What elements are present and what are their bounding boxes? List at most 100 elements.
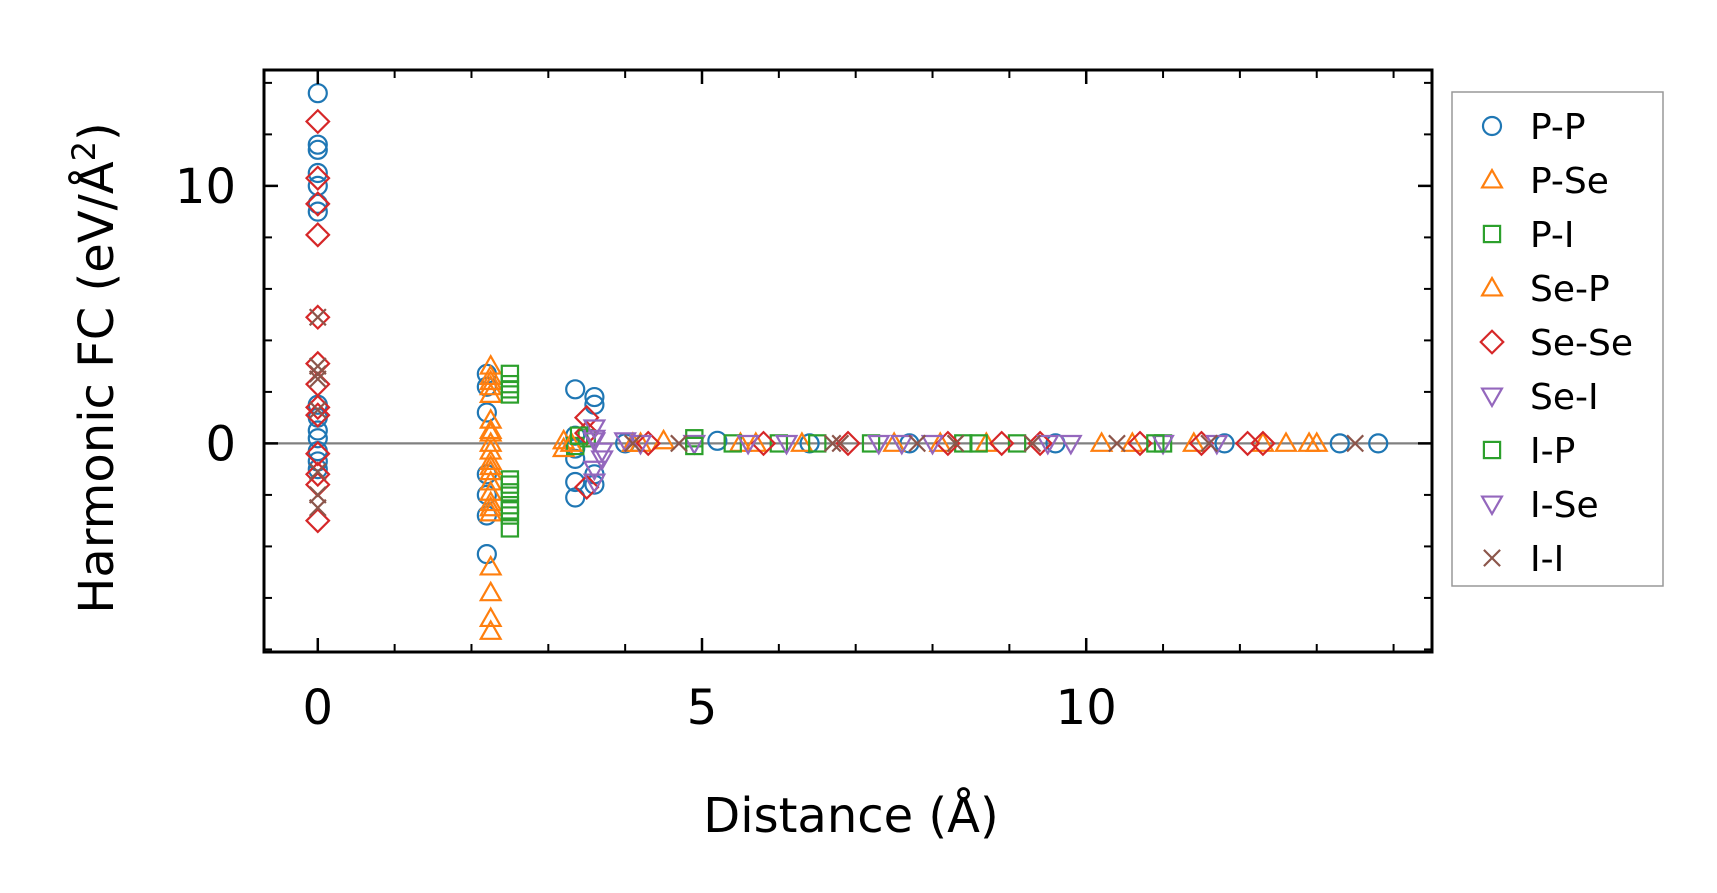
data-point-se-p-7 xyxy=(928,431,953,452)
data-point-i-i-14-stroke-b xyxy=(1023,434,1042,453)
axes-frame xyxy=(262,68,1434,654)
data-point-se-p-3 xyxy=(478,495,503,517)
data-point-se-se-25 xyxy=(1250,430,1276,457)
plot-area xyxy=(264,83,1432,640)
data-point-se-se-16 xyxy=(635,430,662,457)
data-point-i-se-1 xyxy=(590,450,614,471)
data-point-i-i-8-stroke-b xyxy=(623,434,642,453)
data-point-se-i-6 xyxy=(682,434,707,456)
data-point-se-i-7 xyxy=(774,434,799,456)
data-point-p-se-24 xyxy=(882,431,906,452)
data-point-i-i-5 xyxy=(308,462,327,481)
data-point-p-p-16 xyxy=(476,402,497,423)
data-point-p-p-38 xyxy=(1368,433,1389,454)
data-point-p-se-17 xyxy=(478,619,503,640)
data-point-i-i-15-stroke-b xyxy=(1108,434,1126,453)
data-point-se-i-9 xyxy=(920,434,945,456)
data-point-p-se-8 xyxy=(478,449,503,470)
data-point-se-se-9 xyxy=(304,440,331,467)
data-point-p-p-6 xyxy=(307,201,328,222)
legend-marker-p-p xyxy=(1481,115,1503,137)
data-point-p-se-29 xyxy=(1274,431,1298,452)
data-point-p-p-1 xyxy=(307,134,328,155)
data-point-p-p-3 xyxy=(307,162,328,184)
data-point-p-se-27 xyxy=(1181,431,1206,452)
data-point-i-i-11 xyxy=(831,434,850,453)
data-point-i-i-1 xyxy=(308,357,327,376)
data-point-i-i-1-stroke-b xyxy=(308,357,327,376)
data-point-se-se-21 xyxy=(1027,430,1053,457)
data-point-i-p-5 xyxy=(808,434,827,453)
data-point-se-i-1 xyxy=(582,429,607,451)
legend-label-i-p: I-P xyxy=(1530,431,1575,472)
legend-marker-se-i xyxy=(1480,387,1504,409)
data-point-p-p-22 xyxy=(584,386,605,408)
data-point-i-i-0 xyxy=(308,308,327,327)
data-point-i-i-10-stroke-b xyxy=(823,434,842,453)
data-point-se-i-8 xyxy=(866,434,891,456)
data-point-p-se-21 xyxy=(651,428,676,450)
data-point-i-p-7 xyxy=(1146,434,1165,453)
data-point-se-se-3 xyxy=(304,222,331,248)
data-point-p-p-13 xyxy=(307,459,328,480)
legend-label-i-i: I-I xyxy=(1530,539,1564,580)
data-point-i-i-16-stroke-b xyxy=(1200,434,1219,453)
data-point-se-p-6 xyxy=(743,431,768,452)
data-point-p-p-37 xyxy=(1329,433,1350,454)
data-point-i-p-6 xyxy=(969,434,988,453)
legend-label-i-se: I-Se xyxy=(1530,485,1599,526)
legend-marker-p-i xyxy=(1482,224,1502,244)
x-tick-label-0: 0 xyxy=(303,680,334,736)
data-point-se-p-9 xyxy=(1297,431,1321,452)
legend-marker-i-i xyxy=(1483,549,1501,567)
data-point-p-se-10 xyxy=(478,469,503,491)
y-axis-label: Harmonic FC (eV/Å2) xyxy=(65,122,125,614)
data-point-p-p-21 xyxy=(565,379,586,400)
y-axis-label-close: ) xyxy=(69,122,125,141)
data-point-i-i-13 xyxy=(946,434,965,453)
data-point-p-i-11 xyxy=(723,434,742,453)
data-point-se-se-12 xyxy=(304,507,331,534)
legend-label-p-se: P-Se xyxy=(1530,161,1609,202)
x-tick-label-2: 10 xyxy=(1056,680,1117,736)
data-point-i-i-14 xyxy=(1023,434,1042,453)
data-point-i-i-7 xyxy=(308,498,327,517)
data-point-se-se-2 xyxy=(304,191,331,217)
data-point-p-p-36 xyxy=(1214,433,1235,454)
data-point-p-se-23 xyxy=(790,431,814,452)
legend-marker-p-se xyxy=(1480,167,1504,189)
data-point-i-i-3 xyxy=(308,370,327,388)
data-point-i-i-16 xyxy=(1200,434,1219,453)
data-point-i-i-4 xyxy=(308,401,327,419)
data-point-se-se-10 xyxy=(304,461,331,488)
axes xyxy=(262,68,1434,654)
data-point-i-se-3 xyxy=(736,434,760,456)
data-point-p-se-15 xyxy=(478,580,503,602)
data-point-p-p-27 xyxy=(565,471,586,493)
data-point-i-i-11-stroke-b xyxy=(831,434,850,453)
data-point-i-i-0-stroke-b xyxy=(308,308,327,327)
data-point-se-se-4 xyxy=(304,304,331,331)
data-point-i-i-6-stroke-b xyxy=(308,486,327,504)
data-point-i-i-17 xyxy=(1346,434,1365,453)
data-point-i-i-13-stroke-b xyxy=(946,434,965,453)
legend-label-se-i: Se-I xyxy=(1530,377,1599,418)
y-tick-label-0: 0 xyxy=(205,416,236,472)
data-point-p-p-28 xyxy=(565,487,586,508)
x-tick-label-1: 5 xyxy=(687,680,718,736)
data-point-p-p-0 xyxy=(307,83,328,104)
legend-label-p-p: P-P xyxy=(1530,107,1586,148)
data-point-i-se-5 xyxy=(1035,434,1060,456)
data-point-p-se-9 xyxy=(478,459,503,481)
data-point-se-p-0 xyxy=(478,369,503,391)
legend-marker-se-se xyxy=(1479,329,1505,355)
data-point-se-se-1 xyxy=(304,165,331,191)
x-axis-label: Distance (Å) xyxy=(703,787,998,844)
data-point-p-se-2 xyxy=(478,374,503,396)
data-point-se-se-20 xyxy=(988,430,1015,457)
y-tick-label-1: 10 xyxy=(175,159,236,215)
data-point-i-se-0 xyxy=(582,432,607,453)
data-point-p-se-12 xyxy=(478,490,503,512)
data-point-se-p-2 xyxy=(478,454,503,476)
